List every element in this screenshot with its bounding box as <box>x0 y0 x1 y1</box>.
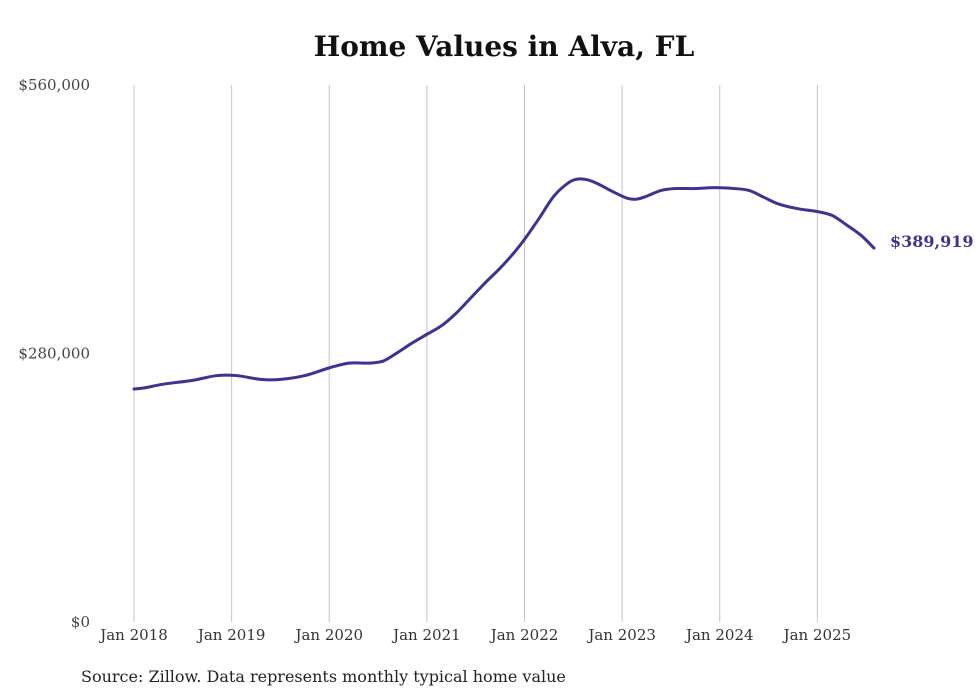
home-value-line <box>132 177 876 391</box>
x-tick-label: Jan 2023 <box>586 626 656 644</box>
y-tick-label: $560,000 <box>18 76 90 94</box>
gridlines <box>133 85 818 622</box>
end-value-label: $389,919 <box>890 232 974 251</box>
x-tick-label: Jan 2024 <box>684 626 754 644</box>
x-tick-label: Jan 2021 <box>391 626 461 644</box>
y-tick-label: $280,000 <box>18 345 90 363</box>
x-tick-label: Jan 2019 <box>196 626 266 644</box>
y-axis: $0 $280,000 $560,000 <box>18 76 90 631</box>
x-tick-label: Jan 2018 <box>98 626 168 644</box>
chart-title: Home Values in Alva, FL <box>313 30 695 63</box>
x-axis: Jan 2018 Jan 2019 Jan 2020 Jan 2021 Jan 2022… <box>98 626 851 644</box>
x-tick-label: Jan 2022 <box>489 626 559 644</box>
x-tick-label: Jan 2020 <box>293 626 363 644</box>
y-tick-label: $0 <box>71 613 90 631</box>
source-note: Source: Zillow. Data represents monthly … <box>81 667 566 686</box>
x-tick-label: Jan 2025 <box>782 626 852 644</box>
